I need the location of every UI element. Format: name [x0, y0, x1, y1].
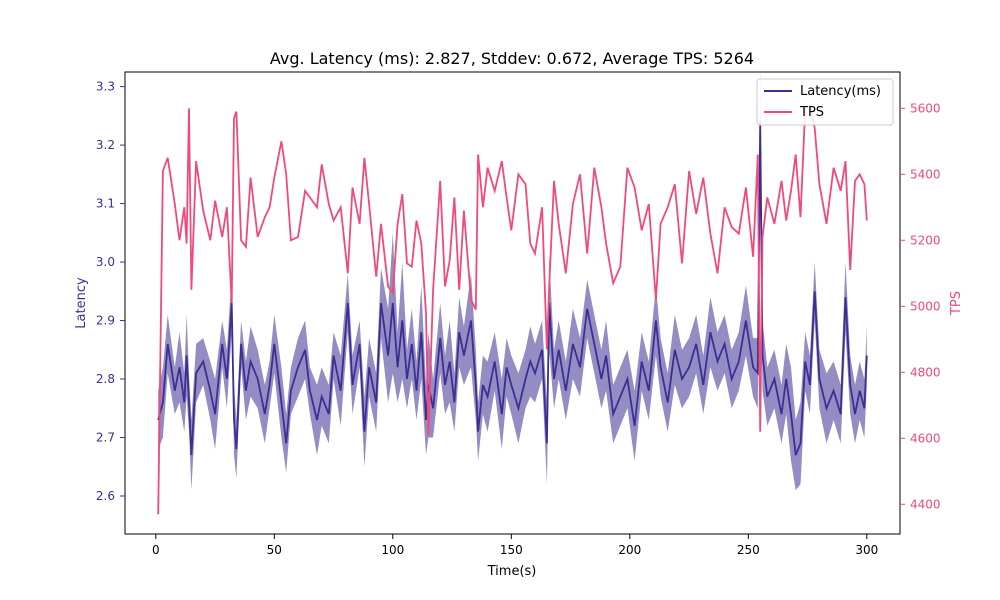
y-axis-right-label: TPS	[949, 291, 964, 316]
y-left-tick-label: 3.3	[96, 80, 115, 94]
x-tick-label: 200	[618, 543, 641, 557]
x-tick-label: 50	[267, 543, 282, 557]
y-right-tick-label: 4800	[910, 365, 941, 379]
legend-label-latency: Latency(ms)	[800, 84, 881, 99]
series-layer	[157, 69, 868, 515]
y-left-tick-label: 2.8	[96, 372, 115, 386]
legend: Latency(ms) TPS	[756, 78, 894, 126]
y-left-tick-label: 3.2	[96, 138, 115, 152]
y-left-tick-label: 2.6	[96, 489, 115, 503]
y-axis-left-label: Latency	[74, 277, 89, 329]
latency-line	[157, 121, 868, 456]
x-tick-label: 0	[152, 543, 160, 557]
plot-frame	[124, 71, 901, 535]
y-right-tick-label: 4600	[910, 431, 941, 445]
latency-band	[158, 69, 867, 491]
x-axis-label: Time(s)	[487, 564, 537, 579]
x-tick-label: 150	[500, 543, 523, 557]
y-left-tick-label: 3.1	[96, 197, 115, 211]
y-right-tick-label: 4400	[910, 497, 941, 511]
axes-layer: 0 50 100 150 200 250 300 2.6 2.7 2.8 2.9 3.0 3.1 3.2 3…	[96, 80, 941, 557]
chart-title: Avg. Latency (ms): 2.827, Stddev: 0.672,…	[270, 49, 754, 68]
legend-label-tps: TPS	[799, 105, 824, 120]
tps-line	[157, 103, 868, 515]
x-tick-label: 300	[855, 543, 878, 557]
y-left-tick-label: 2.9	[96, 314, 115, 328]
y-right-tick-label: 5600	[910, 101, 941, 115]
y-right-tick-label: 5200	[910, 233, 941, 247]
y-right-tick-label: 5000	[910, 299, 941, 313]
y-left-tick-label: 3.0	[96, 255, 115, 269]
y-left-tick-label: 2.7	[96, 431, 115, 445]
y-right-tick-label: 5400	[910, 167, 941, 181]
x-tick-label: 250	[737, 543, 760, 557]
x-tick-label: 100	[381, 543, 404, 557]
